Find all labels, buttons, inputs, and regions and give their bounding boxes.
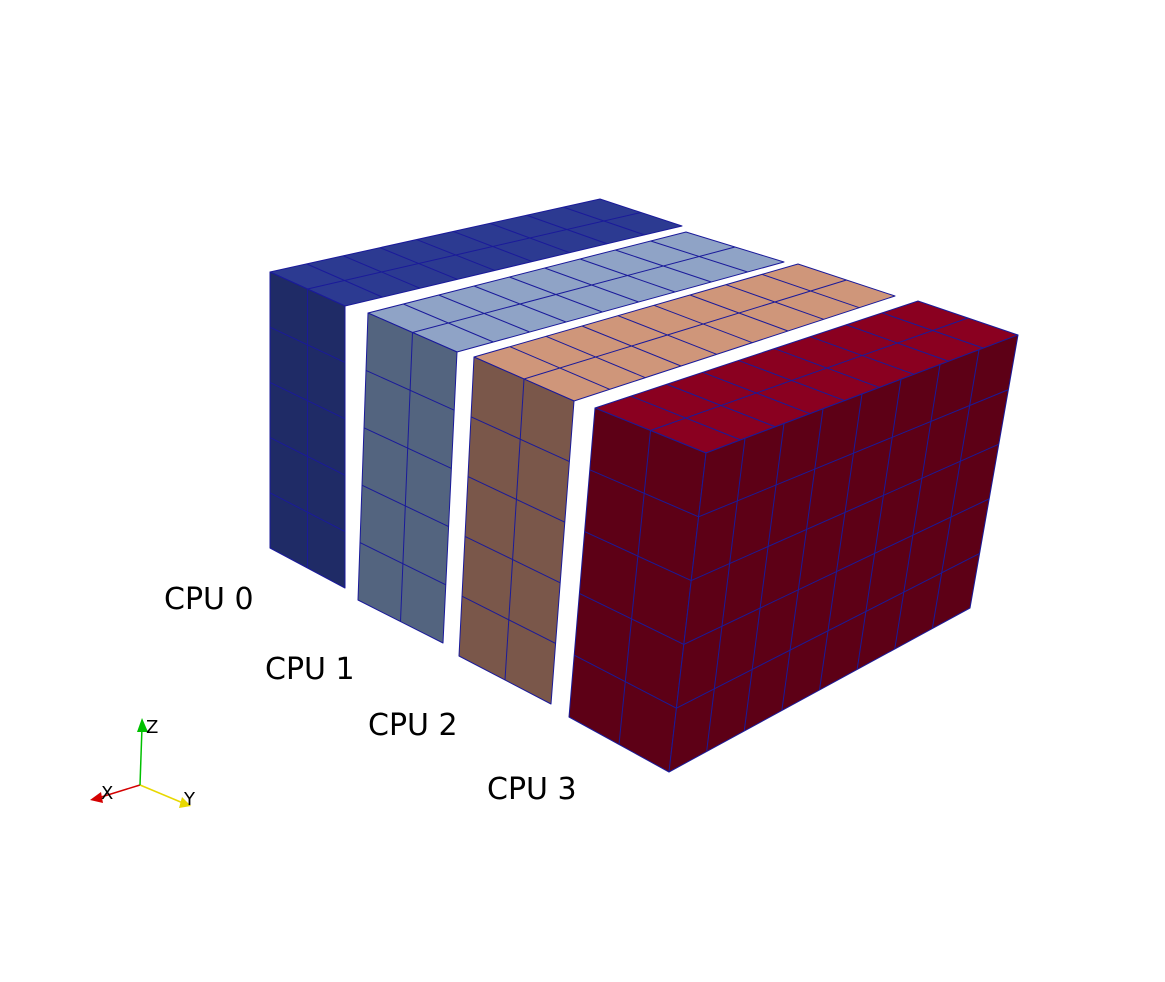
cpu-block-0-top-grid [306, 206, 645, 298]
cpu-block-3-side-grid [676, 349, 1009, 752]
cpu-block-2-top-grid [509, 273, 860, 390]
x-axis-arrow-icon [90, 792, 103, 803]
orientation-axes[interactable]: X Y Z [90, 717, 196, 810]
cpu-block-3 [568, 300, 1019, 773]
cpu-block-3-top-grid [630, 312, 984, 441]
y-axis-arrow-icon [179, 797, 191, 808]
cpu-label-0: CPU 0 [164, 582, 254, 617]
cpu-block-3-front-grid [573, 430, 699, 745]
cpu-label-1: CPU 1 [265, 652, 355, 687]
cpu-block-1-front-grid [359, 332, 455, 622]
cpu-block-2 [458, 263, 896, 705]
cpu-label-2: CPU 2 [368, 708, 458, 743]
y-axis-label: Y [183, 789, 196, 810]
cpu-labels: CPU 0 CPU 1 CPU 2 CPU 3 [164, 582, 577, 807]
z-axis-label: Z [146, 717, 158, 738]
cpu-block-2-front-face [458, 356, 575, 705]
cpu-block-1 [357, 231, 785, 644]
z-axis-line [139, 726, 143, 786]
cpu-block-1-top-grid [403, 240, 748, 343]
cpu-label-3: CPU 3 [487, 772, 577, 807]
z-axis-arrow-icon [137, 718, 148, 732]
y-axis-line [139, 784, 184, 804]
cpu-block-0 [269, 198, 683, 589]
cpu-block-3-side-face [668, 334, 1019, 773]
cpu-block-0-front-grid [269, 289, 346, 568]
x-axis-label: X [101, 783, 113, 804]
cpu-block-1-front-face [357, 312, 458, 644]
partition-blocks [269, 198, 1019, 773]
cpu-block-2-front-grid [461, 378, 570, 681]
x-axis-line [97, 784, 141, 799]
